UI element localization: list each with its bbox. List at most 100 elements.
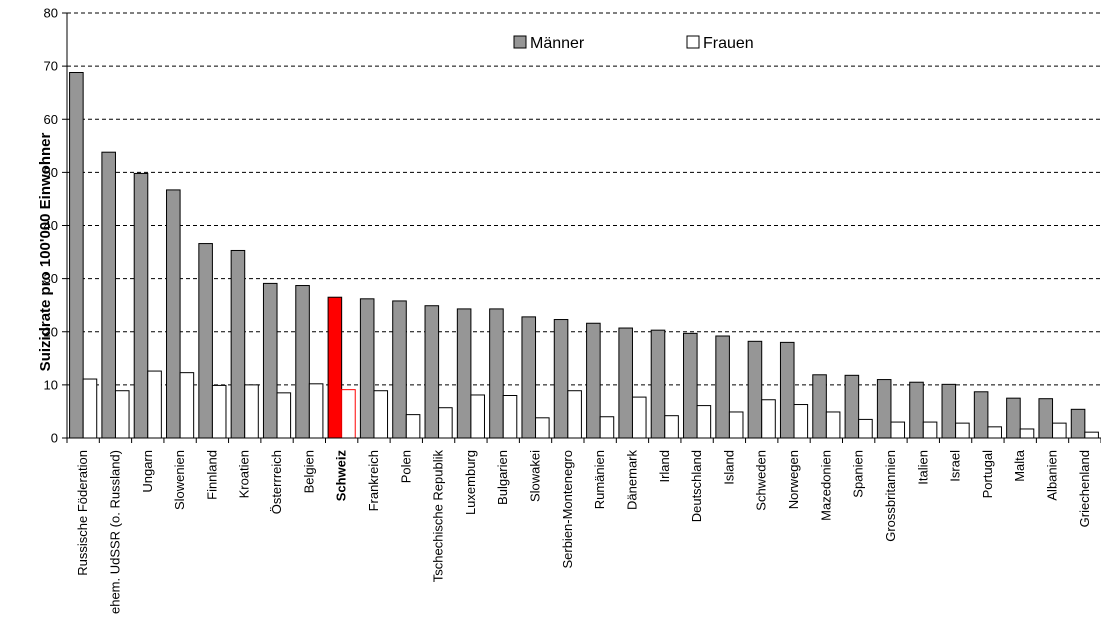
bar-maenner [747,340,763,439]
bar-maenner [327,296,343,439]
bar-maenner [489,308,504,439]
x-tick-label: Schweiz [334,450,349,502]
bar-maenner [650,329,666,439]
bar-frauen [308,383,324,439]
bar-maenner [715,335,730,439]
bar-frauen [535,417,550,439]
bar-frauen [858,418,873,439]
x-tick-label: Spanien [851,450,866,498]
legend-label: Männer [530,35,585,52]
legend-label: Frauen [703,35,754,52]
x-tick-label: Mazedonien [818,450,833,521]
bar-maenner [230,249,246,439]
x-tick-label: Dänemark [624,450,639,510]
bar-maenner [456,308,472,439]
x-tick-label: Italien [915,450,930,485]
bar-frauen [438,407,453,439]
y-tick-label: 0 [51,431,58,446]
bar-maenner [424,305,440,439]
x-tick-label: Österrreich [269,450,284,514]
bar-frauen [631,396,647,439]
bar-maenner [1070,408,1086,439]
bar-frauen [599,416,615,439]
legend-swatch [686,35,700,49]
bar-maenner [876,379,892,439]
bar-frauen [793,404,809,439]
y-tick-labels: 0 10 20 30 40 50 60 70 80 [44,6,58,446]
y-axis-label: Suizidrate pro 100'000 Einwohner [37,133,54,372]
bar-frauen [890,421,906,439]
y-tick-label: 10 [44,377,58,392]
x-tick-label: Ungarn [140,450,155,493]
x-tick-label: Russische Föderation [75,450,90,576]
bar-frauen [276,392,292,439]
bar-maenner [973,391,989,439]
x-tick-label: Schweden [754,450,769,511]
bar-frauen [955,422,970,439]
bar-frauen [211,384,227,439]
x-tick-label: Deutschland [689,450,704,522]
x-tick-label: Israel [948,450,963,482]
bar-frauen [567,390,582,439]
x-tick-label: Albanien [1045,450,1060,501]
bar-frauen [502,395,518,439]
bar-maenner [295,285,310,439]
y-tick-label: 50 [44,165,58,180]
bar-maenner [359,298,375,439]
bar-frauen [696,405,712,439]
bar-frauen [922,421,938,439]
bar-frauen [761,399,776,439]
bar-maenner [69,72,84,439]
x-tick-label: Grossbritannien [883,450,898,542]
bar-maenner [1006,397,1021,439]
x-tick-label: Griechenland [1077,450,1092,527]
x-tick-label: Kroatien [237,450,252,498]
axes [62,12,1101,443]
bar-maenner [521,316,537,439]
bar-maenner [133,172,149,439]
x-tick-label: Tschechische Republik [431,450,446,583]
x-tick-label: Luxemburg [463,450,478,515]
bar-maenner [101,151,116,439]
x-tick-label: Polen [398,450,413,483]
bar-maenner [909,381,924,439]
bar-maenner [166,189,181,439]
bar-frauen [405,414,421,439]
x-tick-label: Irland [657,450,672,483]
bar-maenner [941,383,957,439]
y-tick-label: 20 [44,324,58,339]
bar-maenner [844,374,860,439]
bars [69,72,1099,439]
bar-frauen [470,394,485,439]
y-tick-label: 80 [44,6,58,21]
bar-frauen [728,411,744,439]
bar-maenner [586,322,601,439]
x-tick-label: Malta [1012,449,1027,482]
bar-frauen [1084,431,1099,439]
y-tick-label: 70 [44,59,58,74]
x-tick-label: Frankreich [366,450,381,511]
bar-maenner [812,374,827,439]
x-tick-label: ehem. UdSSR (o. Russland) [107,450,122,614]
bar-frauen [147,370,162,439]
bar-frauen [664,415,679,439]
x-tick-label: Island [721,450,736,485]
bar-frauen [1019,428,1035,439]
legend-swatch [513,35,527,49]
x-tick-label: Finnland [204,450,219,500]
x-tick-label: Portugal [980,450,995,499]
x-tick-label: Slowenien [172,450,187,510]
y-tick-label: 30 [44,271,58,286]
bar-frauen [244,384,259,439]
y-tick-label: 60 [44,112,58,127]
legend: Männer Frauen [513,35,754,52]
bar-maenner [198,243,213,439]
bar-frauen [1052,422,1067,439]
bar-maenner [779,341,795,439]
bar-maenner [1038,398,1054,439]
bar-maenner [262,282,278,439]
bar-maenner [392,300,407,439]
bar-frauen [825,411,841,439]
bar-maenner [553,319,569,439]
bar-maenner [683,332,698,439]
